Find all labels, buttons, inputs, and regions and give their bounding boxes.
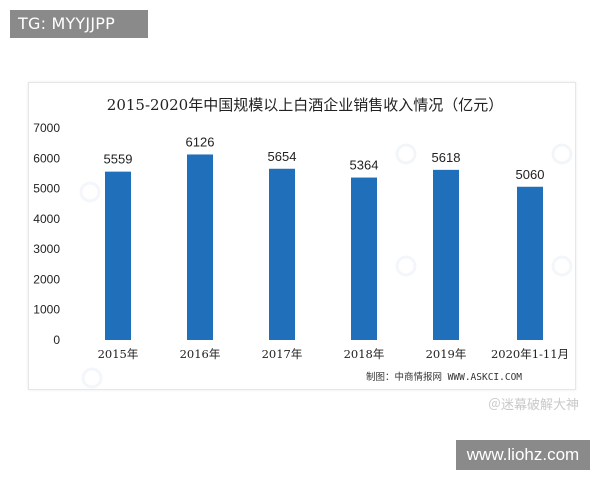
weibo-watermark: ＠迷幕破解大神	[488, 398, 580, 413]
y-tick-label: 0	[53, 333, 60, 347]
data-label: 5559	[104, 152, 133, 167]
bar	[433, 169, 459, 340]
y-tick-label: 6000	[33, 151, 60, 165]
chart-title: 2015-2020年中国规模以上白酒企业销售收入情况（亿元）	[107, 96, 503, 114]
bar	[269, 168, 295, 340]
x-tick-label: 2020年1-11月	[491, 347, 569, 361]
bar	[351, 177, 377, 340]
data-label: 6126	[186, 134, 215, 149]
data-label: 5364	[350, 158, 379, 173]
bar	[105, 171, 131, 340]
y-tick-label: 4000	[33, 212, 60, 226]
x-tick-label: 2018年	[344, 347, 385, 361]
data-label: 5618	[432, 150, 461, 165]
bar	[187, 154, 213, 340]
x-tick-label: 2019年	[426, 347, 467, 361]
tg-badge: TG: MYYJJPP	[10, 10, 148, 38]
y-tick-label: 2000	[33, 272, 60, 286]
data-label: 5060	[516, 167, 545, 182]
x-tick-label: 2016年	[180, 347, 221, 361]
y-axis-ticks: 0 1000 2000 3000 4000 5000 6000 7000	[33, 121, 60, 347]
site-badge: www.liohz.com	[456, 440, 590, 470]
bar	[517, 186, 543, 340]
watermark-stamps	[79, 143, 573, 389]
y-tick-label: 7000	[33, 121, 60, 135]
data-labels: 5559 6126 5654 5364 5618 5060	[104, 134, 545, 181]
x-tick-label: 2017年	[262, 347, 303, 361]
source-note: 制图：中商情报网 WWW.ASKCI.COM	[366, 371, 522, 383]
y-tick-label: 5000	[33, 182, 60, 196]
y-tick-label: 3000	[33, 242, 60, 256]
bars	[105, 154, 543, 340]
data-label: 5654	[268, 149, 297, 164]
x-axis-labels: 2015年 2016年 2017年 2018年 2019年 2020年1-11月	[98, 347, 569, 361]
x-tick-label: 2015年	[98, 347, 139, 361]
y-tick-label: 1000	[33, 303, 60, 317]
